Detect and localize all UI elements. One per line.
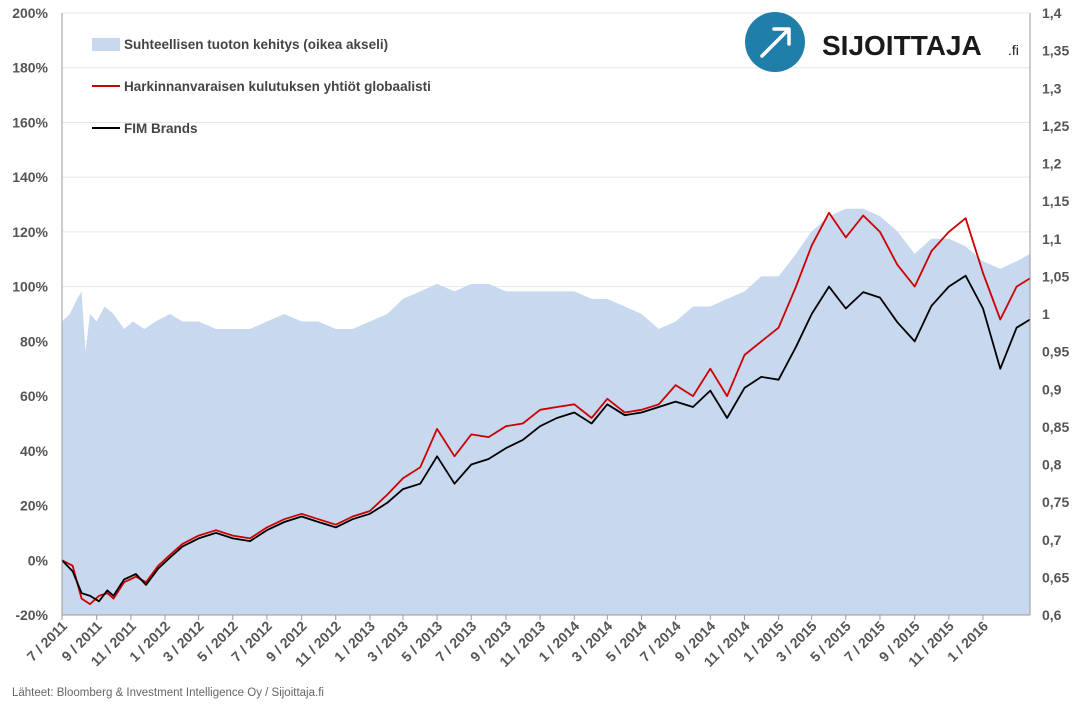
right-tick-label: 0,95 [1042, 344, 1069, 360]
left-tick-label: 180% [12, 60, 48, 76]
right-tick-label: 0,75 [1042, 494, 1069, 510]
source-note: Lähteet: Bloomberg & Investment Intellig… [12, 687, 324, 699]
logo-suffix: .fi [1008, 42, 1019, 58]
series-line-fim-brands [61, 274, 1031, 603]
axes [61, 13, 1031, 616]
logo-text: SIJOITTAJA [822, 30, 982, 61]
arrow-up-right-circle-icon [745, 12, 805, 72]
right-tick-label: 1,05 [1042, 268, 1069, 284]
right-tick-label: 1,15 [1042, 193, 1069, 209]
right-tick-label: 0,8 [1042, 457, 1062, 473]
right-tick-label: 0,7 [1042, 532, 1062, 548]
relative-return-area-layer [62, 208, 1030, 615]
left-tick-label: 100% [12, 279, 48, 295]
line-series-layer [61, 211, 1031, 605]
legend-label-red: Harkinnanvaraisen kulutuksen yhtiöt glob… [124, 79, 431, 94]
right-tick-label: 1,25 [1042, 118, 1069, 134]
left-tick-label: 120% [12, 224, 48, 240]
left-axis-ticks: -20% 0% 20% 40% 60% 80% 100% 120% 140% 160% 180% 20… [12, 5, 48, 623]
right-tick-label: 1,4 [1042, 5, 1062, 21]
right-tick-label: 1 [1042, 306, 1050, 322]
legend-swatch-area [92, 38, 120, 51]
series-line-consumer-discretionary [61, 211, 1031, 605]
left-tick-label: 140% [12, 169, 48, 185]
legend: Suhteellisen tuoton kehitys (oikea aksel… [92, 37, 431, 136]
left-tick-label: 0% [28, 552, 49, 568]
left-tick-label: 60% [20, 388, 49, 404]
left-tick-label: -20% [15, 607, 48, 623]
right-tick-label: 0,65 [1042, 569, 1069, 585]
legend-label-black: FIM Brands [124, 121, 198, 136]
left-tick-label: 20% [20, 498, 49, 514]
right-tick-label: 0,85 [1042, 419, 1069, 435]
right-tick-label: 1,2 [1042, 156, 1062, 172]
left-tick-label: 80% [20, 333, 49, 349]
right-tick-label: 1,35 [1042, 43, 1069, 59]
left-tick-label: 200% [12, 5, 48, 21]
legend-label-area: Suhteellisen tuoton kehitys (oikea aksel… [124, 37, 388, 52]
right-axis-ticks: 0,6 0,65 0,7 0,75 0,8 0,85 0,9 0,95 1 1,05 1,1 1,15… [1042, 5, 1069, 623]
left-tick-label: 40% [20, 443, 49, 459]
logo: SIJOITTAJA .fi [745, 12, 1019, 72]
right-tick-label: 0,6 [1042, 607, 1062, 623]
series-area-relative-return [62, 208, 1030, 615]
right-tick-label: 0,9 [1042, 381, 1062, 397]
left-tick-label: 160% [12, 114, 48, 130]
right-tick-label: 1,1 [1042, 231, 1062, 247]
right-tick-label: 1,3 [1042, 80, 1062, 96]
